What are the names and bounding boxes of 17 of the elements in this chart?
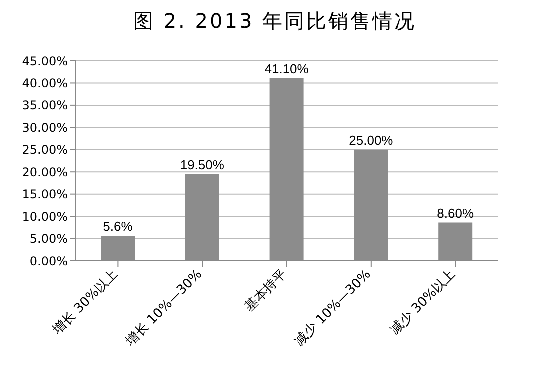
y-tick-label: 25.00% xyxy=(22,143,68,158)
y-tick-label: 20.00% xyxy=(22,165,68,180)
chart-title: 图 2. 2013 年同比销售情况 xyxy=(132,8,418,35)
y-tick-label: 45.00% xyxy=(22,54,68,68)
data-label: 19.50% xyxy=(180,157,225,172)
data-label: 5.6% xyxy=(103,219,134,234)
y-tick-label: 5.00% xyxy=(30,232,68,246)
x-tick-label: 基本持平 xyxy=(242,267,290,315)
y-tick-label: 35.00% xyxy=(22,98,68,113)
data-label: 8.60% xyxy=(437,206,474,221)
y-tick-label: 0.00% xyxy=(30,254,68,268)
y-tick-label: 10.00% xyxy=(22,210,68,224)
y-tick-label: 40.00% xyxy=(22,76,68,90)
data-label: 41.10% xyxy=(264,61,310,76)
y-tick-label: 15.00% xyxy=(22,188,68,202)
y-tick-label: 30.00% xyxy=(22,120,68,135)
data-label: 25.00% xyxy=(349,132,394,148)
